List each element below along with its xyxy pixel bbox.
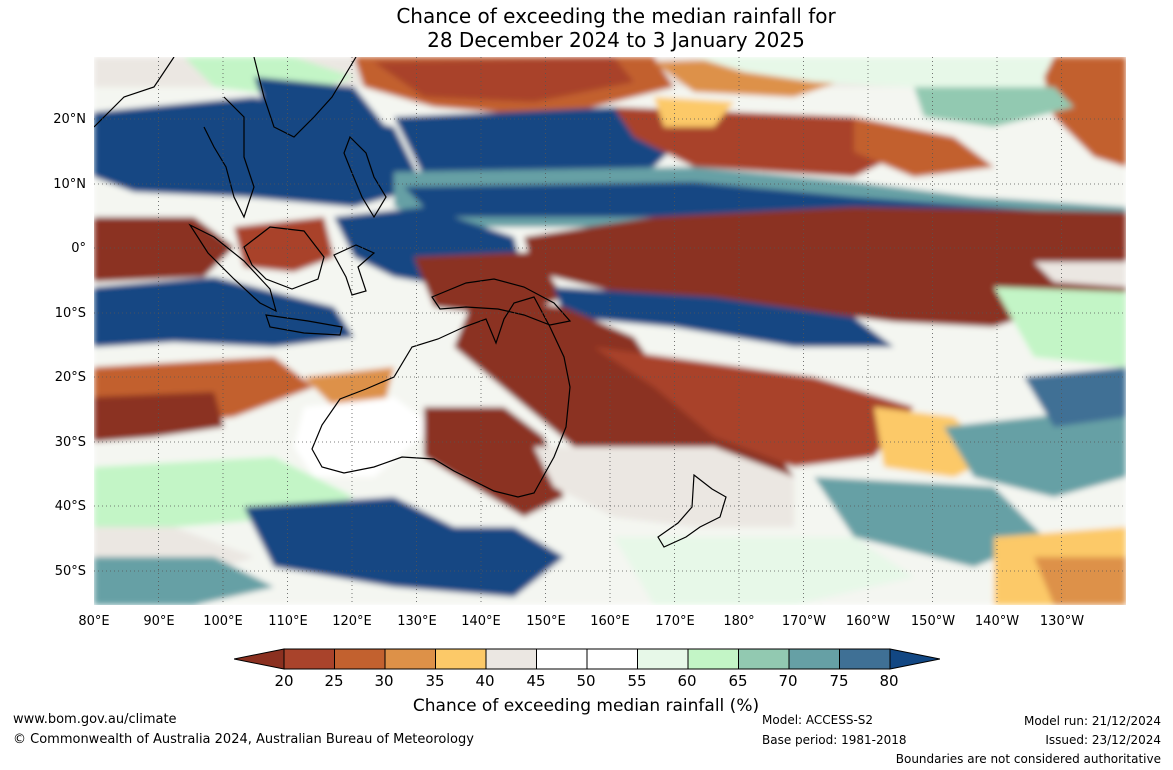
lat-label-20n: 20°N <box>53 112 86 127</box>
land-outlines <box>94 57 727 548</box>
lat-label-10n: 10°N <box>53 177 86 192</box>
colorbar-tick: 45 <box>526 672 546 690</box>
colorbar-tick: 40 <box>475 672 495 690</box>
lon-label-140e: 140°E <box>461 614 501 629</box>
colorbar-extend-high <box>889 648 940 670</box>
colorbar-extend-low <box>234 648 285 670</box>
lon-label-90e: 90°E <box>143 614 175 629</box>
probability-field <box>94 57 1126 605</box>
colorbar-cell <box>586 648 638 670</box>
lon-label-110e: 110°E <box>268 614 308 629</box>
new-guinea-outline <box>431 278 572 326</box>
lon-label-180: 180° <box>723 614 755 629</box>
colorbar-cell <box>384 648 436 670</box>
lon-label-100e: 100°E <box>203 614 243 629</box>
sulawesi-outline <box>333 244 376 296</box>
australia-outline <box>311 296 571 498</box>
lon-label-150e: 150°E <box>526 614 566 629</box>
graticule <box>94 57 1126 605</box>
colorbar-tick: 60 <box>677 672 697 690</box>
lon-label-160w: 160°W <box>845 614 891 629</box>
colorbar-tick: 30 <box>374 672 394 690</box>
sumatra-outline <box>188 223 277 313</box>
colorbar-tick: 65 <box>728 672 748 690</box>
copyright-text: © Commonwealth of Australia 2024, Austra… <box>13 732 474 747</box>
lat-label-50s: 50°S <box>54 564 86 579</box>
map-title-line1: Chance of exceeding the median rainfall … <box>396 4 836 28</box>
lat-label-40s: 40°S <box>54 499 86 514</box>
colorbar-tick: 70 <box>778 672 798 690</box>
lon-label-130w: 130°W <box>1039 614 1085 629</box>
borneo-outline <box>243 226 325 290</box>
colorbar-cell <box>435 648 487 670</box>
lon-label-170e: 170°E <box>655 614 695 629</box>
colorbar-cell <box>283 648 335 670</box>
java-outline <box>265 314 343 336</box>
colorbar-cell <box>334 648 386 670</box>
colorbar <box>234 648 940 670</box>
colorbar-cell <box>788 648 840 670</box>
colorbar-tick: 25 <box>324 672 344 690</box>
colorbar-tick: 20 <box>274 672 294 690</box>
colorbar-tick: 75 <box>829 672 849 690</box>
lat-label-20s: 20°S <box>54 370 86 385</box>
boundaries-disclaimer: Boundaries are not considered authoritat… <box>895 752 1161 766</box>
lat-label-10s: 10°S <box>54 306 86 321</box>
colorbar-cell <box>738 648 790 670</box>
rainfall-map <box>94 57 1126 605</box>
lon-label-80e: 80°E <box>78 614 110 629</box>
map-title-line2: 28 December 2024 to 3 January 2025 <box>427 28 805 52</box>
lon-label-170w: 170°W <box>781 614 827 629</box>
colorbar-tick: 55 <box>627 672 647 690</box>
lon-label-160e: 160°E <box>590 614 630 629</box>
model-run-date: Model run: 21/12/2024 <box>1023 714 1161 728</box>
philippines-outline <box>343 135 387 219</box>
model-name: Model: ACCESS-S2 <box>762 713 874 727</box>
lon-label-150w: 150°W <box>910 614 956 629</box>
lon-label-130e: 130°E <box>397 614 437 629</box>
colorbar-cell <box>536 648 588 670</box>
lat-label-30s: 30°S <box>54 435 86 450</box>
lon-label-140w: 140°W <box>974 614 1020 629</box>
colorbar-tick: 35 <box>425 672 445 690</box>
asia-mainland-outline <box>94 57 357 219</box>
new-zealand-outline <box>657 473 727 548</box>
colorbar-cell <box>687 648 739 670</box>
base-period: Base period: 1981-2018 <box>762 733 907 747</box>
colorbar-cell <box>839 648 891 670</box>
lon-label-120e: 120°E <box>332 614 372 629</box>
colorbar-title: Chance of exceeding median rainfall (%) <box>412 696 760 716</box>
colorbar-cell <box>637 648 689 670</box>
bom-url: www.bom.gov.au/climate <box>13 712 177 727</box>
colorbar-tick: 50 <box>576 672 596 690</box>
colorbar-cell <box>485 648 537 670</box>
colorbar-tick: 80 <box>879 672 899 690</box>
lat-label-0: 0° <box>71 241 86 256</box>
issued-date: Issued: 23/12/2024 <box>1045 733 1161 747</box>
